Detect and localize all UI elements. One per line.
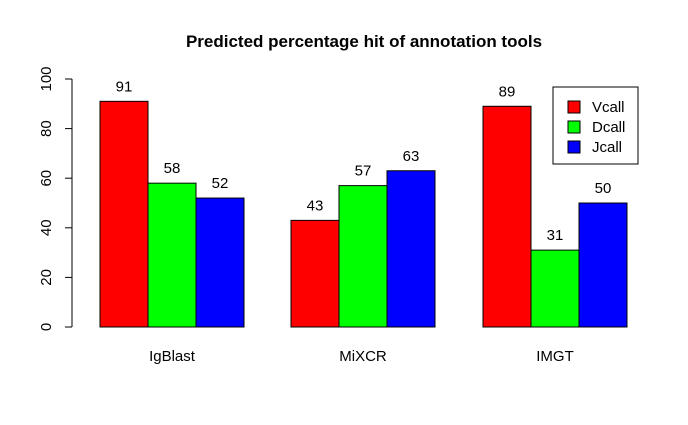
legend-swatch-dcall — [567, 120, 581, 134]
legend-box — [552, 86, 639, 165]
category-labels: IgBlast MiXCR IMGT — [149, 348, 574, 365]
value-labels: 91 58 52 43 57 63 89 31 50 — [116, 78, 612, 244]
y-tick-label: 60 — [38, 170, 55, 187]
chart-title: Predicted percentage hit of annotation t… — [186, 32, 542, 51]
value-label: 50 — [595, 180, 612, 197]
bar-dcall-mixcr — [338, 185, 388, 328]
legend-label-jcall: Jcall — [592, 139, 622, 156]
legend-swatch-jcall — [567, 140, 581, 154]
bar-jcall-mixcr — [386, 170, 436, 328]
value-label: 58 — [164, 160, 181, 177]
value-label: 57 — [355, 163, 372, 180]
category-label: IgBlast — [149, 348, 196, 365]
bar-jcall-imgt — [578, 202, 628, 328]
bar-vcall-imgt — [482, 105, 532, 328]
value-label: 91 — [116, 78, 133, 95]
bars — [99, 100, 628, 328]
value-label: 89 — [499, 83, 516, 100]
value-label: 63 — [403, 148, 420, 165]
value-label: 31 — [547, 227, 564, 244]
bar-dcall-igblast — [147, 182, 197, 328]
y-tick-label: 100 — [38, 66, 55, 91]
value-label: 43 — [307, 197, 324, 214]
y-tick-label: 0 — [38, 323, 55, 331]
y-axis: 0 20 40 60 80 100 — [38, 66, 73, 331]
bar-vcall-mixcr — [290, 219, 340, 328]
y-tick-label: 80 — [38, 120, 55, 137]
y-tick-label: 20 — [38, 269, 55, 286]
bar-jcall-igblast — [195, 197, 245, 328]
legend-label-dcall: Dcall — [592, 119, 625, 136]
legend-swatch-vcall — [567, 100, 581, 114]
y-tick-label: 40 — [38, 219, 55, 236]
value-label: 52 — [212, 175, 229, 192]
category-label: IMGT — [536, 348, 574, 365]
bar-vcall-igblast — [99, 100, 149, 328]
legend: Vcall Dcall Jcall — [552, 86, 639, 165]
bar-dcall-imgt — [530, 249, 580, 328]
legend-label-vcall: Vcall — [592, 99, 625, 116]
category-label: MiXCR — [339, 348, 387, 365]
